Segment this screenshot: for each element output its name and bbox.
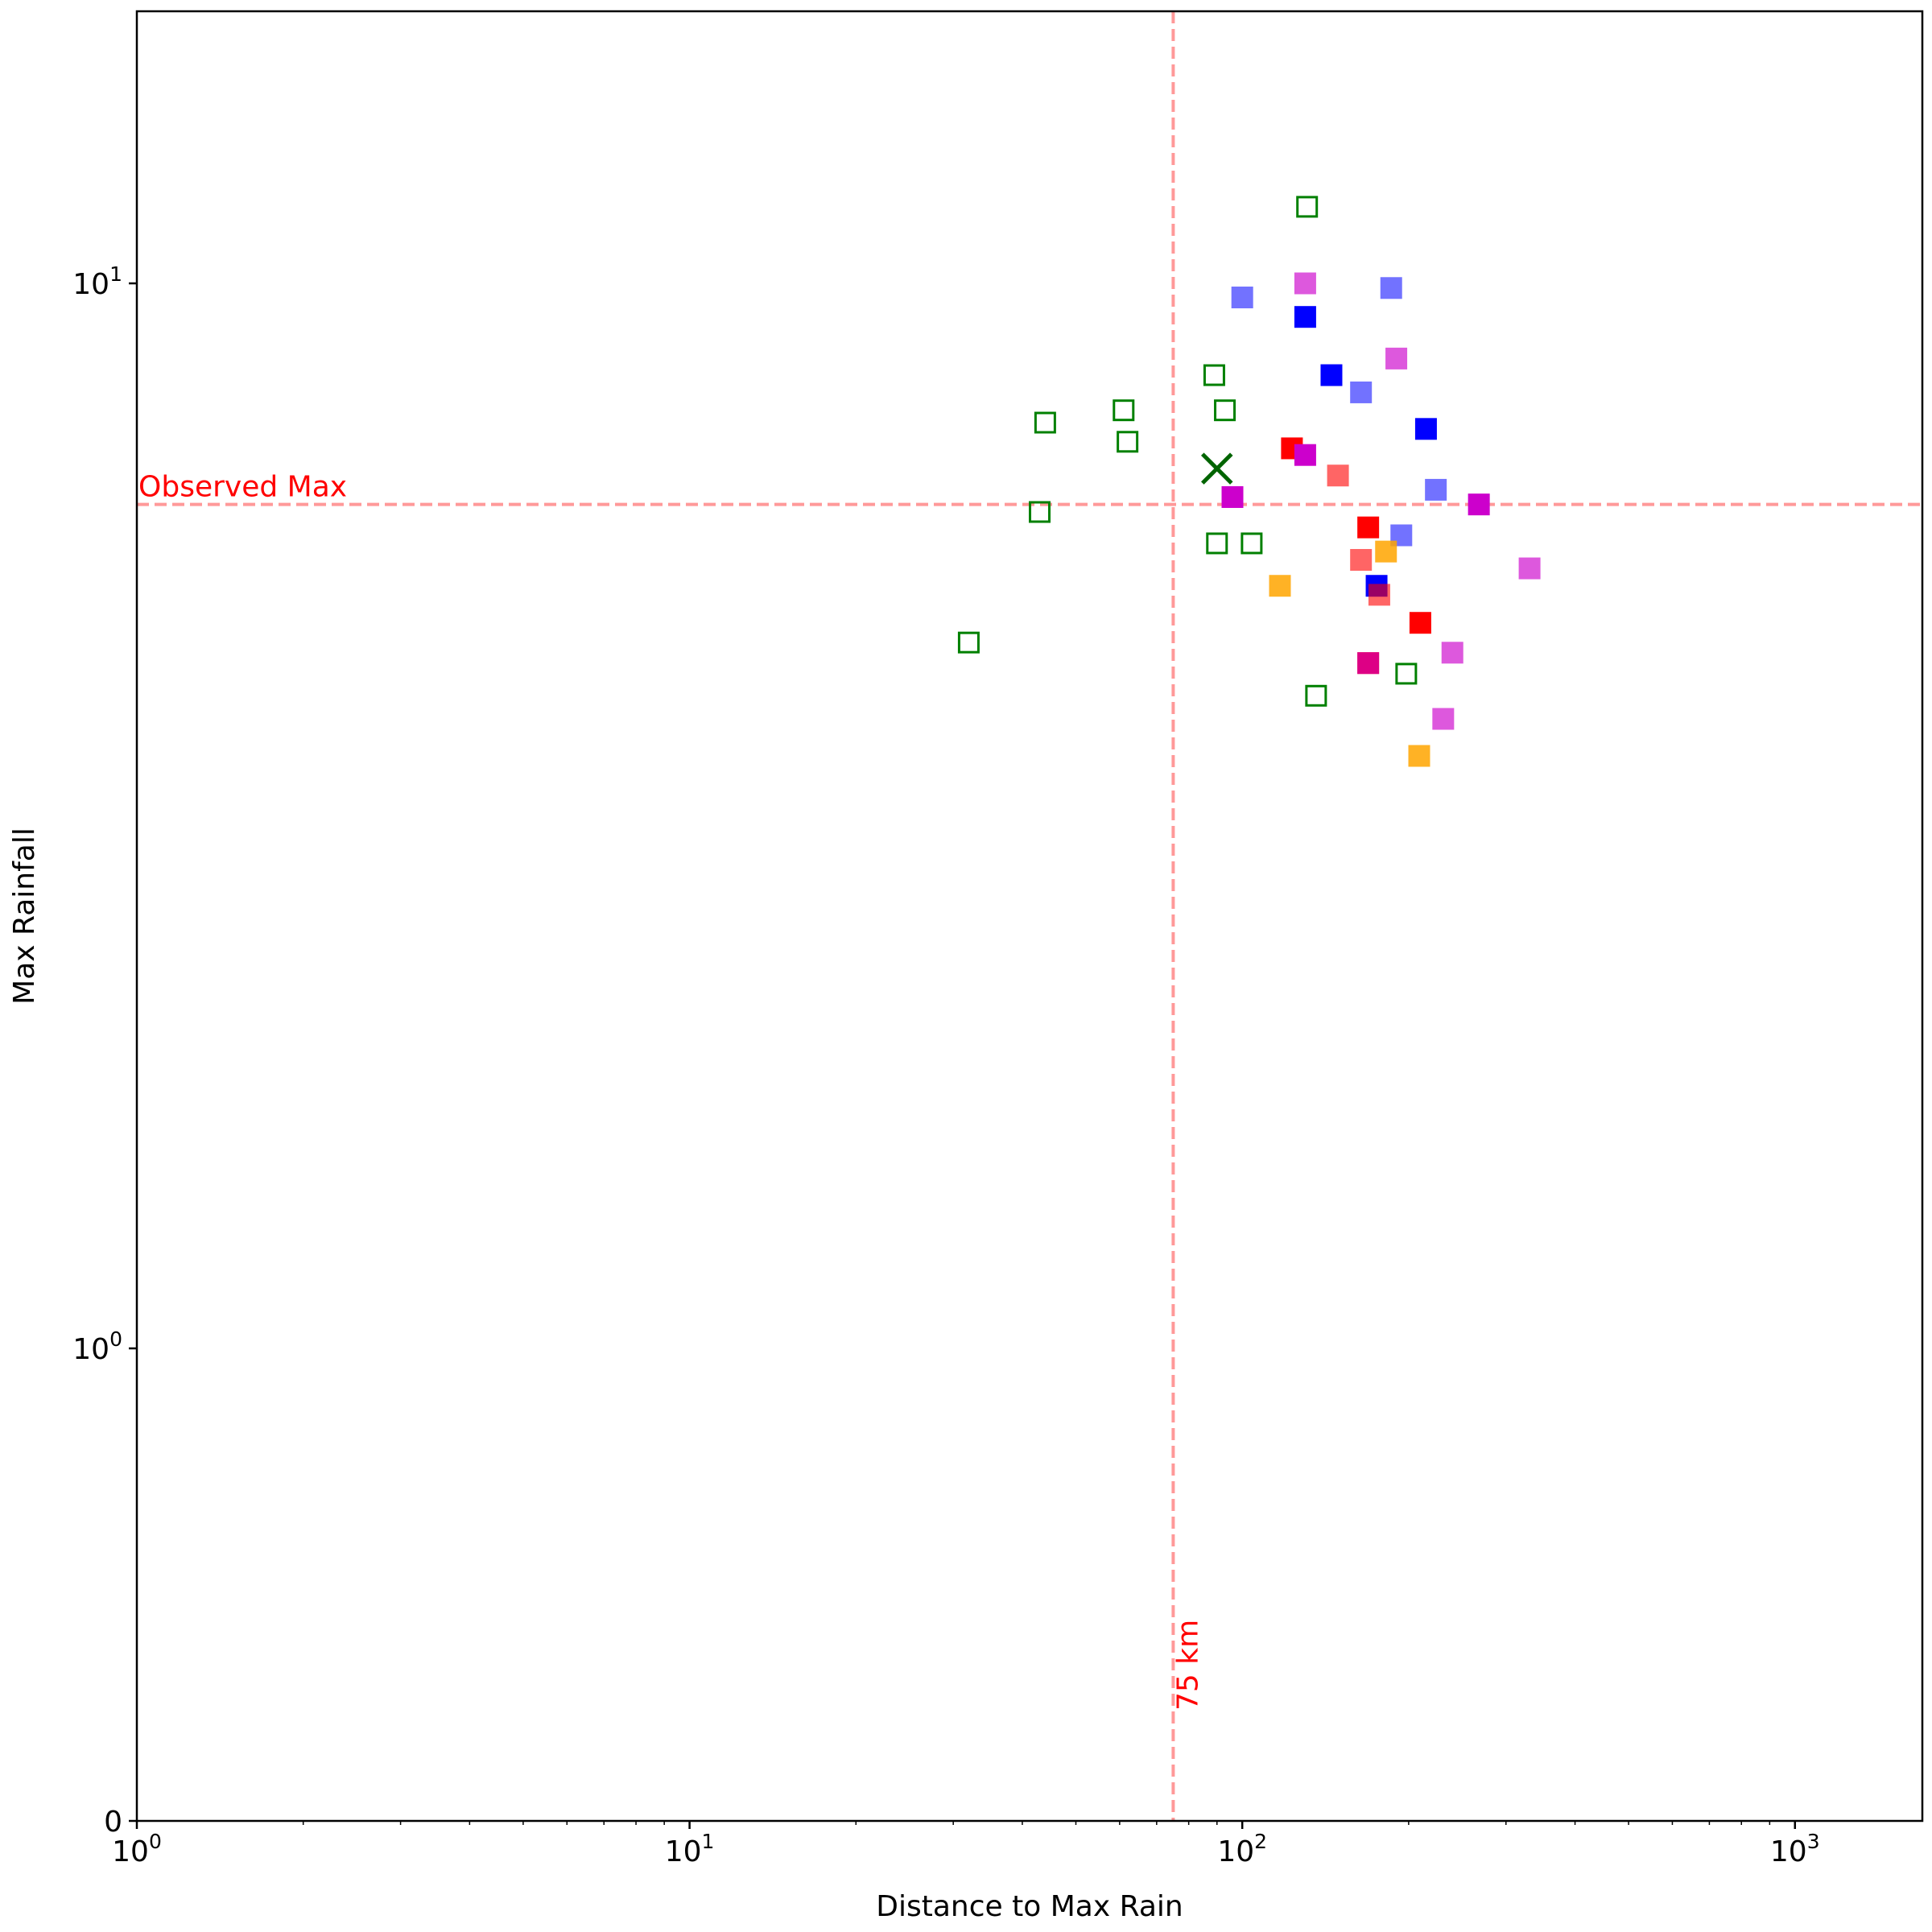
y-axis-label: Max Rainfall xyxy=(8,828,41,1005)
reference-line-vertical-label: 75 km xyxy=(1171,1620,1204,1711)
scatter-point-s5-p0 xyxy=(1269,575,1291,597)
scatter-point-s7-p1 xyxy=(1385,347,1408,369)
scatter-point-s3-p2 xyxy=(1409,612,1431,634)
scatter-point-s2-p2 xyxy=(1350,381,1373,403)
x-axis-label: Distance to Max Rain xyxy=(876,1890,1183,1923)
scatter-point-s5-p2 xyxy=(1408,745,1430,767)
scatter-point-s7-p4 xyxy=(1432,708,1455,730)
scatter-point-s7-p2 xyxy=(1518,557,1541,580)
scatter-point-s2-p4 xyxy=(1390,524,1413,547)
scatter-point-s6-p1 xyxy=(1294,444,1316,466)
scatter-point-s6-p0 xyxy=(1221,485,1244,508)
y-axis-ticks: 0 100 101 xyxy=(72,262,137,1839)
x-tick-label-3: 103 xyxy=(1770,1830,1820,1868)
scatter-point-s1-p2 xyxy=(1414,418,1437,440)
scatter-point-s4-p0 xyxy=(1327,464,1349,487)
plot-area xyxy=(137,11,1922,1821)
reference-line-horizontal-label: Observed Max xyxy=(138,471,347,504)
x-tick-label-1: 101 xyxy=(665,1830,715,1868)
scatter-point-s7-p3 xyxy=(1441,642,1463,664)
scatter-point-s6-p2 xyxy=(1468,493,1490,516)
plot-frame xyxy=(135,10,1924,1823)
scatter-point-s0-p7 xyxy=(1206,532,1228,555)
scatter-point-s3-p1 xyxy=(1357,516,1380,539)
scatter-point-s0-p5 xyxy=(1203,364,1225,386)
scatter-point-s2-p0 xyxy=(1231,287,1253,309)
x-tick-label-0: 100 xyxy=(112,1830,162,1868)
x-marker xyxy=(1200,452,1233,485)
scatter-point-s0-p10 xyxy=(1305,684,1327,707)
scatter-point-s1-p0 xyxy=(1294,306,1316,328)
scatter-point-s0-p2 xyxy=(1034,411,1056,434)
scatter-point-s5-p1 xyxy=(1375,540,1397,563)
scatter-point-s7-p0 xyxy=(1294,272,1316,295)
y-tick-label-0: 0 xyxy=(104,1806,122,1839)
scatter-point-s0-p9 xyxy=(1296,196,1319,218)
scatter-point-s0-p6 xyxy=(1214,399,1236,422)
y-tick-label-1: 100 xyxy=(72,1327,122,1366)
x-tick-label-2: 102 xyxy=(1217,1830,1267,1868)
scatter-point-s0-p3 xyxy=(1113,399,1135,422)
scatter-point-s0-p11 xyxy=(1395,663,1418,685)
scatter-point-s4-p2 xyxy=(1368,584,1390,606)
scatter-point-s2-p1 xyxy=(1380,277,1402,299)
scatter-point-s2-p3 xyxy=(1425,478,1447,501)
scatter-point-s4-p1 xyxy=(1350,549,1373,572)
scatter-point-s1-p1 xyxy=(1320,364,1343,386)
scatter-point-s7-p5 xyxy=(1357,652,1380,675)
x-axis-ticks: 100 101 102 103 xyxy=(112,1821,1820,1868)
scatter-point-s0-p0 xyxy=(957,631,980,654)
y-tick-label-2: 101 xyxy=(72,262,122,301)
scatter-point-s0-p1 xyxy=(1029,501,1051,523)
scatter-point-s0-p8 xyxy=(1241,532,1263,555)
scatter-point-s0-p4 xyxy=(1117,431,1139,453)
